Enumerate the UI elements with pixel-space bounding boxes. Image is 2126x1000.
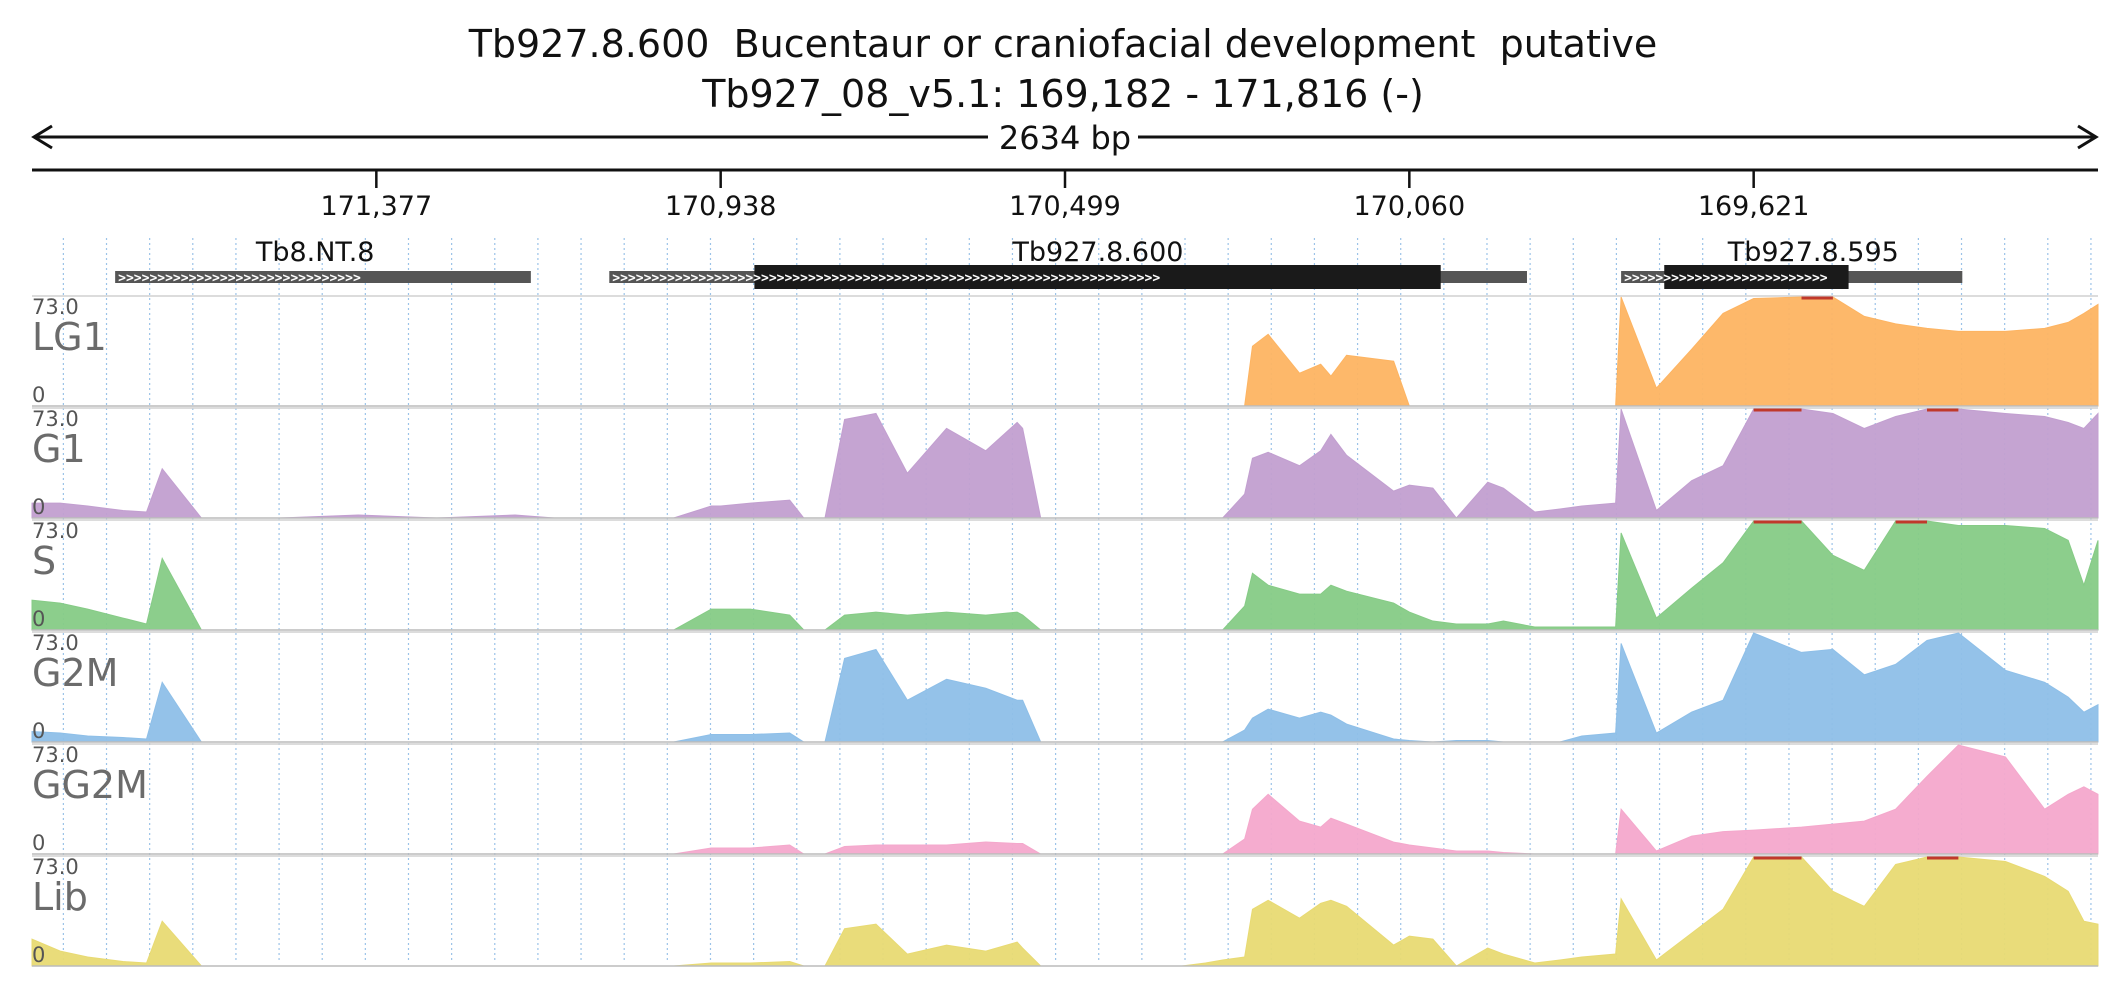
coverage-area bbox=[31, 632, 2099, 743]
figure-subtitle: Tb927_08_v5.1: 169,182 - 171,816 (-) bbox=[702, 72, 1424, 116]
track-name-label: G2M bbox=[32, 651, 118, 695]
gene-strand-chevrons: >>>>>>>>>>>>>>>>>>>>>>>>>> bbox=[1624, 271, 1828, 286]
ruler-tick-label: 171,377 bbox=[321, 191, 433, 222]
span-arrow-left-head bbox=[31, 124, 53, 150]
track-ymin-label: 0 bbox=[32, 607, 45, 631]
coverage-area bbox=[31, 856, 2099, 967]
gene-label: Tb8.NT.8 bbox=[255, 237, 375, 268]
track-name-label: Lib bbox=[32, 875, 88, 919]
coverage-area bbox=[32, 296, 2099, 407]
span-label-bg bbox=[988, 122, 1138, 152]
track-ymax-label: 73.0 bbox=[32, 407, 79, 431]
track-ymin-label: 0 bbox=[32, 495, 45, 519]
coverage-area bbox=[31, 520, 2099, 631]
track-name-label: G1 bbox=[32, 427, 86, 471]
coverage-area bbox=[32, 744, 2099, 855]
span-label: 2634 bp bbox=[999, 119, 1131, 157]
gene-label: Tb927.8.595 bbox=[1727, 237, 1899, 268]
track-ymax-label: 73.0 bbox=[32, 519, 79, 543]
ruler-tick-label: 170,060 bbox=[1354, 191, 1466, 222]
track-ymax-label: 73.0 bbox=[32, 631, 79, 655]
span-arrow-right-head bbox=[2077, 124, 2099, 150]
track-ymin-label: 0 bbox=[32, 943, 45, 967]
track-ymax-label: 73.0 bbox=[32, 855, 79, 879]
track-name-label: S bbox=[32, 539, 56, 583]
gene-cds-bar bbox=[1664, 265, 1849, 289]
coverage-area bbox=[31, 408, 2099, 519]
ruler-tick-label: 169,621 bbox=[1698, 191, 1810, 222]
gene-strand-chevrons: >>>>>>>>>>>>>>>>>>>>>>>>>>>>>>> bbox=[118, 271, 361, 286]
track-ymax-label: 73.0 bbox=[32, 295, 79, 319]
track-ymin-label: 0 bbox=[32, 831, 45, 855]
gene-cds-bar bbox=[754, 265, 1441, 289]
track-ymax-label: 73.0 bbox=[32, 743, 79, 767]
ruler-tick-label: 170,499 bbox=[1009, 191, 1121, 222]
track-ymin-label: 0 bbox=[32, 383, 45, 407]
gene-utr-bar bbox=[115, 271, 531, 283]
figure-title: Tb927.8.600 Bucentaur or craniofacial de… bbox=[468, 22, 1658, 66]
track-name-label: GG2M bbox=[32, 763, 148, 807]
gene-label: Tb927.8.600 bbox=[1011, 237, 1183, 268]
track-name-label: LG1 bbox=[32, 315, 107, 359]
ruler-tick-label: 170,938 bbox=[665, 191, 777, 222]
track-ymin-label: 0 bbox=[32, 719, 45, 743]
gene-strand-chevrons: >>>>>>>>>>>>>>>>>>>>>>>>>>>>>>>>>>>>>>>>… bbox=[612, 271, 1160, 286]
